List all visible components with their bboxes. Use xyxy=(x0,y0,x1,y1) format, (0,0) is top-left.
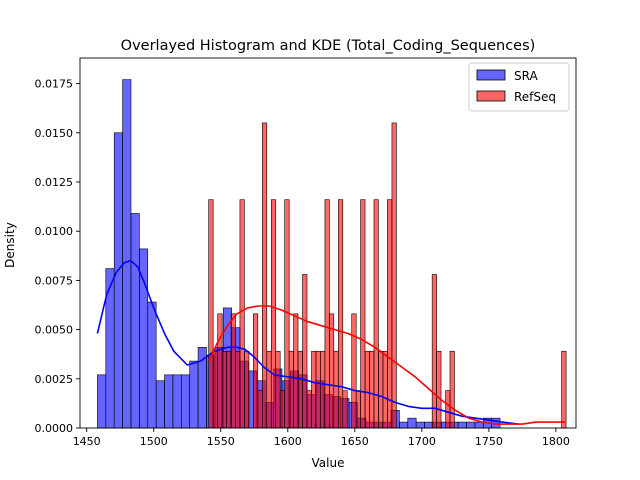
refseq-bar xyxy=(253,313,259,429)
sra-bar xyxy=(147,301,157,429)
sra-bar xyxy=(122,79,132,429)
sra-bar xyxy=(172,374,182,429)
refseq-bar xyxy=(342,390,348,429)
refseq-bar xyxy=(270,199,277,429)
y-tick-label: 0.0075 xyxy=(35,274,74,287)
y-tick-label: 0.0100 xyxy=(35,225,74,238)
refseq-bar xyxy=(288,350,294,429)
refseq-bar xyxy=(311,350,317,429)
refseq-bar xyxy=(275,350,281,429)
refseq-bar xyxy=(230,313,236,429)
refseq-bar xyxy=(221,350,227,429)
refseq-bar xyxy=(436,350,442,429)
sra-bar xyxy=(164,374,174,429)
sra-bar xyxy=(130,213,140,429)
sra-bar xyxy=(113,132,123,429)
x-tick-label: 1800 xyxy=(542,435,570,448)
kde-lines xyxy=(96,259,566,425)
y-tick-label: 0.0025 xyxy=(35,373,74,386)
refseq-bar xyxy=(266,350,272,429)
legend-label-sra: SRA xyxy=(514,69,538,83)
refseq-bar xyxy=(378,350,384,429)
x-tick-label: 1650 xyxy=(341,435,369,448)
sra-bar xyxy=(399,421,409,429)
x-axis-label: Value xyxy=(312,456,345,470)
refseq-bar xyxy=(212,350,218,429)
refseq-bar xyxy=(391,122,397,429)
x-tick-label: 1700 xyxy=(408,435,436,448)
refseq-bar xyxy=(431,274,437,429)
refseq-bar xyxy=(297,350,303,429)
refseq-bar xyxy=(329,313,335,429)
sra-bar xyxy=(415,421,425,429)
refseq-bar xyxy=(382,350,388,429)
legend: SRA RefSeq xyxy=(468,62,570,112)
refseq-bar xyxy=(445,390,451,429)
sra-bar xyxy=(155,380,165,429)
refseq-bar xyxy=(449,350,455,429)
refseq-bar xyxy=(302,274,308,429)
sra-bar xyxy=(189,360,199,429)
refseq-bar xyxy=(208,199,214,429)
y-tick-label: 0.0175 xyxy=(35,78,74,91)
refseq-bar xyxy=(561,350,567,429)
refseq-bar xyxy=(315,350,321,429)
x-tick-label: 1450 xyxy=(73,435,101,448)
y-tick-label: 0.0125 xyxy=(35,176,74,189)
refseq-bar xyxy=(355,390,361,429)
sra-kde-line xyxy=(96,259,519,425)
x-tick-label: 1500 xyxy=(140,435,168,448)
refseq-bar xyxy=(239,199,245,429)
refseq-bar xyxy=(279,390,285,429)
refseq-bar xyxy=(320,350,326,429)
x-axis: 1450 1500 1550 1600 1650 1700 1750 1800 xyxy=(73,428,570,448)
refseq-bar xyxy=(338,199,344,429)
sra-bar xyxy=(181,374,190,429)
sra-bar xyxy=(474,421,484,429)
y-tick-label: 0.0150 xyxy=(35,127,74,140)
y-axis: 0.0000 0.0025 0.0050 0.0075 0.0100 0.0125 0.01… xyxy=(35,78,80,435)
y-axis-label: Density xyxy=(3,222,17,268)
x-tick-label: 1600 xyxy=(274,435,302,448)
legend-swatch-refseq xyxy=(476,90,506,102)
refseq-bar xyxy=(226,350,232,429)
refseq-bar xyxy=(333,350,339,429)
refseq-bar xyxy=(244,350,250,429)
legend-swatch-sra xyxy=(476,69,506,81)
refseq-bar xyxy=(369,350,375,429)
chart-title: Overlayed Histogram and KDE (Total_Codin… xyxy=(121,38,536,54)
sra-bar xyxy=(97,374,107,429)
x-tick-label: 1550 xyxy=(207,435,235,448)
refseq-bar xyxy=(387,199,393,429)
refseq-bar xyxy=(257,390,263,429)
refseq-bar xyxy=(217,313,223,429)
refseq-bar xyxy=(324,199,330,429)
sra-bar xyxy=(457,421,467,429)
refseq-bar xyxy=(306,390,312,429)
legend-label-refseq: RefSeq xyxy=(514,90,556,104)
x-tick-label: 1750 xyxy=(475,435,503,448)
y-tick-label: 0.0050 xyxy=(35,324,74,337)
axes-spines xyxy=(79,57,577,429)
sra-bar xyxy=(466,421,476,429)
refseq-bar xyxy=(235,350,241,429)
y-tick-label: 0.0000 xyxy=(35,422,74,435)
refseq-bar xyxy=(364,350,370,429)
refseq-bar xyxy=(351,313,357,429)
refseq-bar xyxy=(293,313,299,429)
refseq-bar xyxy=(360,199,366,429)
refseq-histogram-bars xyxy=(208,122,567,429)
sra-bar xyxy=(407,417,417,429)
axes-frame xyxy=(79,57,577,429)
sra-bar xyxy=(424,421,434,429)
refseq-kde-line xyxy=(207,305,566,425)
refseq-bar xyxy=(262,122,268,429)
